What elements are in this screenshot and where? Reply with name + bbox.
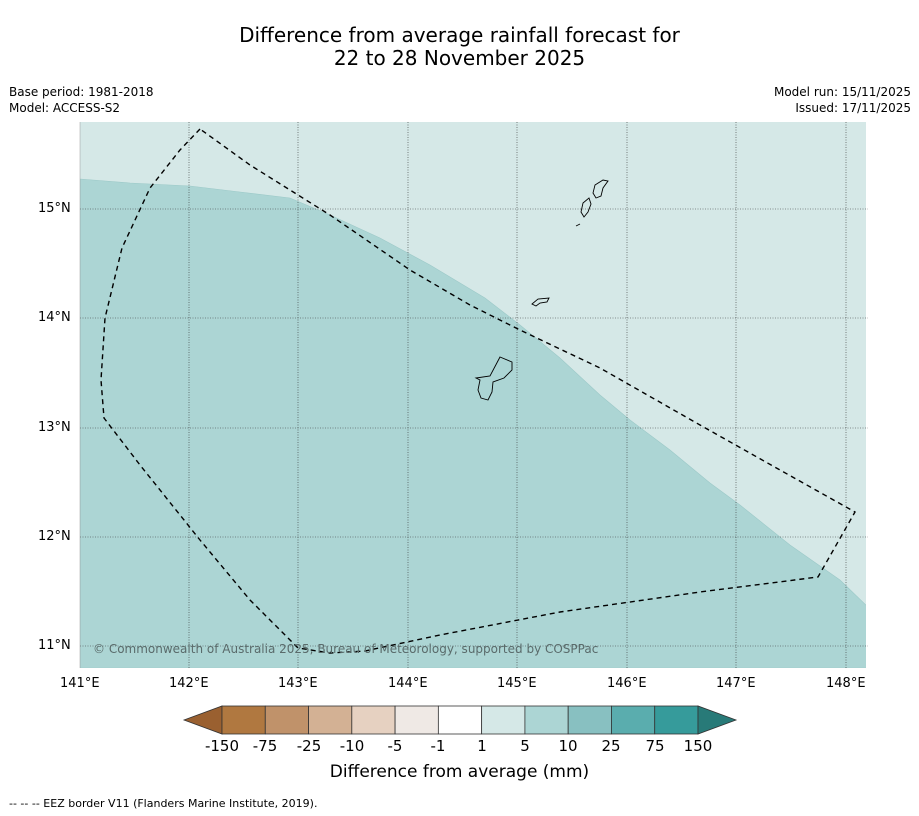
- lon-label-147: 147°E: [716, 676, 756, 691]
- map-title-line1: Difference from average rainfall forecas…: [239, 23, 680, 47]
- colorbar-title: Difference from average (mm): [329, 762, 590, 782]
- colorbar-swatch-5: [437, 705, 483, 735]
- colorbar-label-8: 10: [558, 737, 578, 755]
- base-period: Base period: 1981-2018: [9, 85, 154, 99]
- lat-label-15: 15°N: [38, 201, 71, 216]
- eez-footnote: -- -- -- EEZ border V11 (Flanders Marine…: [9, 797, 318, 810]
- colorbar-swatch-0: [221, 705, 266, 735]
- colorbar-label-2: -25: [296, 737, 322, 755]
- colorbar: [182, 705, 738, 735]
- colorbar-under-arrow: [182, 705, 223, 735]
- colorbar-label-5: -1: [430, 737, 446, 755]
- colorbar-swatch-3: [351, 705, 396, 735]
- lat-label-13: 13°N: [38, 420, 71, 435]
- copyright-notice: © Commonwealth of Australia 2025, Bureau…: [93, 642, 599, 656]
- islands: [474, 179, 609, 401]
- map-field: [80, 122, 868, 668]
- colorbar-swatch-8: [567, 705, 612, 735]
- lon-label-145: 145°E: [497, 676, 537, 691]
- issued-date: Issued: 17/11/2025: [795, 101, 911, 115]
- colorbar-swatch-1: [264, 705, 309, 735]
- region-darker: [80, 178, 868, 668]
- colorbar-over-arrow: [697, 705, 738, 735]
- island-tinian: [580, 197, 592, 218]
- colorbar-label-4: -5: [387, 737, 403, 755]
- island-rota: [531, 297, 550, 307]
- colorbar-swatch-2: [308, 705, 353, 735]
- gridlines: [80, 122, 868, 668]
- colorbar-swatch-10: [654, 705, 699, 735]
- lon-label-141: 141°E: [60, 676, 100, 691]
- colorbar-label-3: -10: [339, 737, 365, 755]
- lon-label-142: 142°E: [169, 676, 209, 691]
- colorbar-swatch-6: [481, 705, 526, 735]
- lon-label-144: 144°E: [388, 676, 428, 691]
- model-run: Model run: 15/11/2025: [773, 85, 911, 99]
- lon-label-146: 146°E: [607, 676, 647, 691]
- colorbar-swatch-7: [524, 705, 569, 735]
- model-name: Model: ACCESS-S2: [9, 101, 121, 115]
- colorbar-label-10: 75: [645, 737, 665, 755]
- island-saipan: [592, 179, 609, 199]
- lat-label-12: 12°N: [38, 529, 71, 544]
- island-guam: [474, 356, 513, 401]
- colorbar-label-0: -150: [204, 737, 240, 755]
- eez-border: [100, 128, 856, 654]
- lat-label-11: 11°N: [38, 638, 71, 653]
- colorbar-label-7: 5: [520, 737, 530, 755]
- colorbar-label-11: 150: [683, 737, 713, 755]
- island-aguijan: [575, 223, 581, 227]
- lat-label-14: 14°N: [38, 310, 71, 325]
- map-title-line2: 22 to 28 November 2025: [333, 46, 586, 70]
- lon-label-143: 143°E: [278, 676, 318, 691]
- colorbar-label-1: -75: [252, 737, 278, 755]
- colorbar-label-9: 25: [601, 737, 621, 755]
- colorbar-swatch-9: [611, 705, 656, 735]
- colorbar-swatch-4: [394, 705, 439, 735]
- map-right-edge: [866, 122, 868, 668]
- colorbar-label-6: 1: [477, 737, 487, 755]
- lon-label-148: 148°E: [826, 676, 866, 691]
